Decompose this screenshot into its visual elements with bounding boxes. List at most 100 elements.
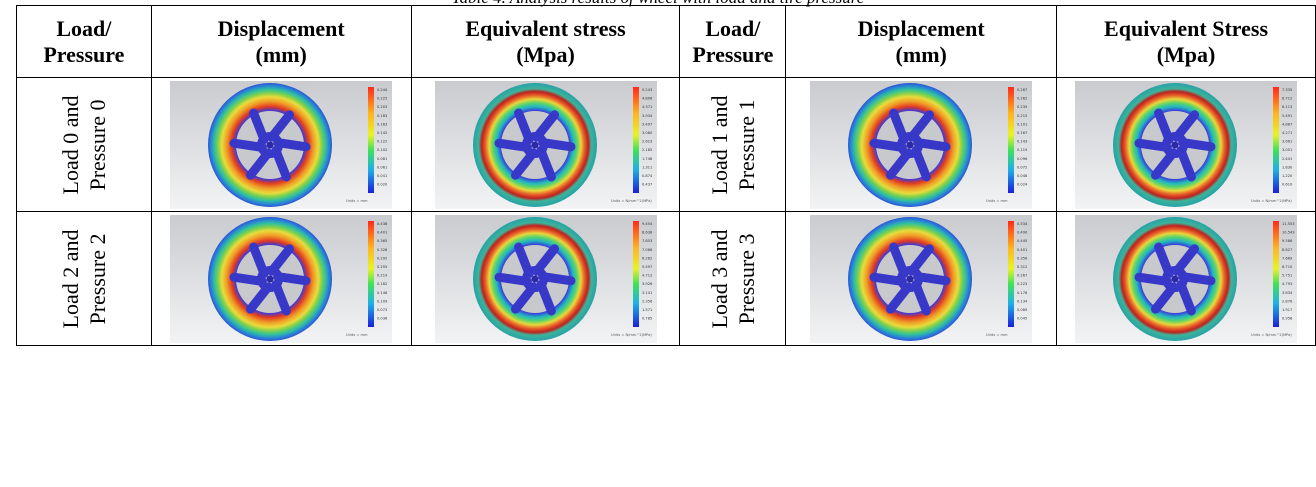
legend-tick-label: 7.853: [642, 239, 652, 243]
units-label: Units = mm: [346, 199, 368, 203]
legend-tick-label: 1.748: [642, 156, 653, 160]
legend-tick-label: 6.282: [642, 256, 652, 260]
units-label: Units = N/mm^2(MPa): [1251, 333, 1292, 337]
result-image-cell: 0.244 0.225 0.203 0.183 0.163 0.142 0.122 0.102…: [150, 77, 412, 212]
wheel-hub-center: [906, 141, 914, 148]
legend-tick-label: 0.109: [377, 299, 388, 303]
legend-tick-label: 5.491: [1282, 113, 1292, 117]
header-text-line: Load/: [56, 15, 112, 41]
legend-tick-label: 0.183: [377, 113, 387, 117]
legend-colorbar: [1273, 86, 1280, 193]
legend-colorbar: [1008, 220, 1015, 327]
stress-contour-plot: 5.243 4.806 4.371 3.934 3.497 3.060 2.623 2.185…: [434, 80, 657, 209]
rotated-label: Load 1 and Pressure 1: [706, 95, 760, 194]
legend-tick-label: 8.627: [1282, 247, 1292, 251]
legend-colorbar: [1273, 220, 1280, 327]
header-text-line: (Mpa): [516, 41, 575, 67]
legend-tick-label: 2.623: [642, 139, 652, 143]
result-image-cell: 7.335 6.712 6.113 5.491 4.887 4.271 3.661 3.051…: [1056, 77, 1316, 212]
stress-contour-plot: 9.454 8.638 7.853 7.068 6.282 5.497 4.712 3.926…: [434, 214, 657, 343]
units-label: Units = N/mm^2(MPa): [611, 333, 652, 337]
legend-tick-label: 0.267: [1017, 273, 1027, 277]
results-table: Load/ Pressure Displacement (mm) Equival…: [16, 5, 1316, 346]
legend-tick-label: 0.437: [642, 182, 652, 186]
displacement-contour-plot: 0.244 0.225 0.203 0.183 0.163 0.142 0.122 0.102…: [170, 80, 393, 209]
legend-tick-label: 0.328: [377, 247, 388, 251]
legend-tick-label: 0.262: [1017, 96, 1027, 100]
legend-tick-label: 0.061: [377, 165, 387, 169]
legend-colorbar: [368, 86, 375, 193]
header-row: Load/ Pressure Displacement (mm) Equival…: [16, 5, 1316, 78]
legend-tick-label: 0.182: [377, 282, 387, 286]
header-displacement: Displacement (mm): [785, 5, 1058, 78]
legend-tick-label: 0.534: [1017, 222, 1028, 226]
legend-tick-label: 6.113: [1282, 105, 1292, 109]
header-text-line: (mm): [895, 41, 947, 67]
load-pressure-label: Load 3 and Pressure 3: [679, 211, 787, 346]
header-load-pressure: Load/ Pressure: [679, 5, 787, 78]
legend-tick-label: 0.225: [377, 96, 387, 100]
header-displacement: Displacement (mm): [150, 5, 412, 78]
rotated-label: Load 2 and Pressure 2: [57, 229, 111, 328]
legend-colorbar: [368, 220, 375, 327]
table-row: Load 0 and Pressure 0 0.244 0.225 0.203 0.183…: [16, 77, 1316, 212]
legend-tick-label: 0.445: [1017, 239, 1027, 243]
header-equivalent-stress: Equivalent Stress (Mpa): [1056, 5, 1316, 78]
label-line: Pressure 2: [84, 232, 110, 325]
legend-tick-label: 8.638: [642, 230, 653, 234]
legend-tick-label: 0.036: [377, 316, 388, 320]
legend-tick-label: 3.497: [642, 122, 652, 126]
legend-tick-label: 0.438: [377, 222, 388, 226]
legend-tick-label: 0.096: [1017, 156, 1028, 160]
legend-tick-label: 0.356: [1017, 256, 1028, 260]
legend-tick-label: 0.874: [642, 174, 653, 178]
wheel-hub-center: [1171, 275, 1179, 282]
legend-tick-label: 0.072: [1017, 165, 1027, 169]
wheel-hub: [521, 131, 548, 158]
legend-tick-label: 11.553: [1282, 222, 1295, 226]
units-label: Units = mm: [346, 333, 368, 337]
legend-tick-label: 2.876: [1282, 299, 1293, 303]
legend-tick-label: 0.048: [1017, 174, 1028, 178]
result-image-cell: 0.287 0.262 0.239 0.215 0.191 0.167 0.143 0.119…: [785, 77, 1058, 212]
legend-tick-label: 1.571: [642, 308, 652, 312]
label-line: Pressure 3: [733, 232, 759, 325]
header-equivalent-stress: Equivalent stress (Mpa): [410, 5, 681, 78]
legend-tick-label: 9.586: [1282, 239, 1293, 243]
legend-tick-label: 0.244: [377, 88, 388, 92]
wheel-hub: [257, 265, 284, 292]
legend-tick-label: 7.335: [1282, 88, 1292, 92]
displacement-contour-plot: 0.438 0.401 0.365 0.328 0.292 0.255 0.219 0.182…: [170, 214, 393, 343]
legend-tick-label: 5.243: [642, 88, 652, 92]
legend-tick-label: 0.287: [1017, 88, 1027, 92]
table-caption: Table 4. Analysis results of wheel with …: [0, 0, 1316, 8]
legend-tick-label: 0.219: [377, 273, 388, 277]
legend-tick-label: 0.119: [1017, 148, 1028, 152]
label-line: Load 3 and: [706, 229, 732, 328]
result-image-cell: 0.534 0.490 0.445 0.401 0.356 0.312 0.267 0.223…: [785, 211, 1058, 346]
legend-colorbar: [1008, 86, 1015, 193]
legend-tick-label: 0.958: [1282, 316, 1293, 320]
legend-tick-label: 0.102: [377, 148, 387, 152]
header-text-line: Pressure: [43, 41, 125, 67]
legend-tick-label: 6.712: [1282, 96, 1292, 100]
result-image-cell: 0.438 0.401 0.365 0.328 0.292 0.255 0.219 0.182…: [150, 211, 412, 346]
legend-tick-label: 0.143: [1017, 139, 1027, 143]
legend-tick-label: 0.163: [377, 122, 387, 126]
legend-tick-label: 0.255: [377, 265, 387, 269]
result-image-cell: 5.243 4.806 4.371 3.934 3.497 3.060 2.623 2.185…: [410, 77, 681, 212]
legend-tick-label: 7.068: [642, 247, 653, 251]
legend-tick-label: 2.441: [1282, 156, 1292, 160]
legend-tick-label: 3.060: [642, 131, 653, 135]
legend-tick-label: 0.020: [377, 182, 388, 186]
legend-tick-label: 0.073: [377, 308, 387, 312]
wheel-hub: [897, 265, 924, 292]
legend-tick-label: 0.146: [377, 290, 388, 294]
legend-tick-label: 9.454: [642, 222, 653, 226]
legend-tick-label: 4.887: [1282, 122, 1292, 126]
header-text-line: Displacement: [857, 15, 985, 41]
stress-contour-plot: 7.335 6.712 6.113 5.491 4.887 4.271 3.661 3.051…: [1075, 80, 1298, 209]
legend-tick-label: 7.669: [1282, 256, 1293, 260]
wheel-hub: [1162, 265, 1189, 292]
wheel-hub-center: [266, 275, 274, 282]
